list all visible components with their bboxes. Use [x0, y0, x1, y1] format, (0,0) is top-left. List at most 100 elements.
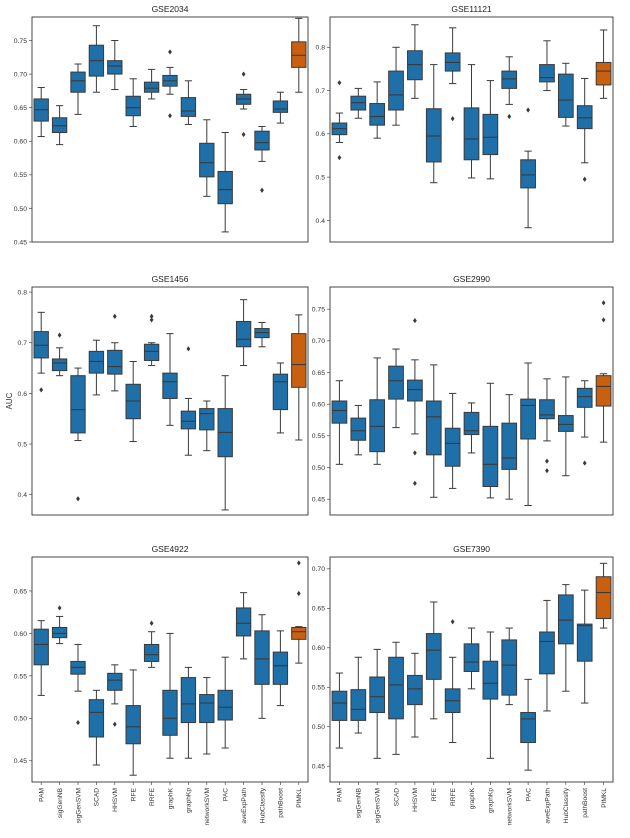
box-PAM	[33, 311, 49, 393]
x-tick-label: PAM	[337, 788, 344, 802]
box-iqr	[331, 690, 348, 721]
box-aveExpPath	[539, 599, 555, 712]
x-tick-label: HubClassify	[259, 787, 266, 823]
box-sigGenSVM	[70, 63, 86, 115]
box-aveExpPath	[539, 378, 555, 474]
x-tick-label: PAC	[525, 788, 532, 801]
box-iqr	[70, 71, 86, 93]
box-graphKp	[482, 382, 499, 499]
y-tick-label: 0.55	[14, 673, 27, 680]
box-RRFE	[444, 619, 461, 744]
box-iqr	[51, 626, 68, 639]
box-RRFE	[143, 313, 160, 367]
box-iqr	[425, 633, 442, 680]
box-iqr	[557, 415, 574, 432]
outlier-point	[149, 313, 154, 319]
box-PIMKL	[595, 562, 612, 629]
box-iqr	[482, 425, 499, 488]
box-HubClassify	[557, 584, 574, 692]
x-tick-label: sigGenNB	[356, 787, 363, 818]
box-SCAD	[88, 25, 105, 93]
box-iqr	[463, 107, 480, 161]
box-aveExpPath	[235, 592, 252, 660]
x-tick-label: RFE	[431, 787, 438, 801]
box-iqr	[33, 628, 49, 666]
outlier-point	[168, 113, 172, 119]
box-graphK	[162, 333, 178, 426]
box-graphKp	[482, 631, 499, 759]
box-iqr	[217, 170, 233, 205]
x-tick-label: sigGenSVM	[374, 788, 381, 823]
box-pathBoost	[576, 380, 593, 466]
box-PAM	[331, 672, 348, 749]
y-tick-label: 0.70	[312, 566, 325, 573]
y-tick-label: 0.75	[312, 307, 325, 314]
box-iqr	[369, 399, 386, 453]
panel-GSE2990: GSE2990 0.45 0.50 0.55 0.60 0.65 0.70 0.75	[312, 274, 614, 516]
box-iqr	[595, 576, 612, 620]
panel-title: GSE4922	[152, 544, 189, 554]
box-PIMKL	[291, 560, 307, 664]
outlier-point	[186, 346, 191, 352]
panel-title: GSE2990	[453, 274, 490, 284]
y-tick-label: 0.60	[14, 631, 27, 638]
box-iqr	[143, 343, 160, 361]
box-RFE	[125, 360, 141, 443]
y-tick-label: 0.8	[18, 289, 28, 296]
box-HHSVM	[407, 652, 423, 738]
outlier-point	[450, 116, 455, 122]
box-iqr	[162, 689, 178, 736]
y-tick-label: 0.75	[14, 38, 27, 45]
box-iqr	[407, 50, 423, 81]
x-tick-label: graphKp	[488, 788, 495, 813]
box-iqr	[107, 672, 123, 691]
x-tick-label: sigGenNB	[57, 787, 64, 818]
x-tick-label: networkSVM	[204, 788, 211, 825]
outlier-point	[582, 460, 587, 466]
box-PIMKL	[291, 314, 307, 441]
box-iqr	[388, 656, 404, 720]
box-PIMKL	[291, 17, 307, 93]
y-tick-label: 0.45	[312, 764, 325, 771]
box-PIMKL	[595, 300, 612, 443]
box-iqr	[143, 643, 160, 662]
y-tick-label: 0.50	[14, 716, 27, 723]
outlier-point	[76, 496, 80, 502]
box-RRFE	[143, 620, 160, 668]
outlier-point	[526, 107, 530, 113]
y-tick-label: 0.55	[312, 433, 325, 440]
box-HHSVM	[407, 24, 423, 99]
x-tick-label: aveExpPath	[544, 788, 551, 824]
box-iqr	[107, 349, 123, 375]
y-tick-label: 0.6	[18, 391, 28, 398]
box-iqr	[482, 113, 499, 156]
box-PAM	[331, 380, 348, 465]
box-HHSVM	[107, 313, 123, 392]
y-tick-label: 0.7	[18, 340, 28, 347]
outlier-point	[112, 313, 117, 319]
y-tick-label: 0.60	[14, 139, 27, 146]
y-tick-label: 0.4	[18, 492, 28, 499]
outlier-point	[241, 71, 246, 77]
plot-frame	[329, 286, 614, 516]
x-tick-label: HHSVM	[412, 788, 419, 812]
box-iqr	[272, 651, 289, 685]
box-graphK	[162, 49, 178, 119]
panel-title: GSE1456	[152, 274, 189, 284]
box-iqr	[235, 607, 252, 637]
box-RFE	[425, 364, 442, 498]
box-RFE	[425, 64, 442, 184]
y-tick-label: 0.45	[312, 497, 325, 504]
box-networkSVM	[501, 56, 518, 120]
box-graphK	[162, 632, 178, 759]
box-networkSVM	[501, 627, 518, 706]
y-tick-label: 0.65	[14, 105, 27, 112]
box-graphKp	[180, 346, 197, 456]
box-networkSVM	[199, 119, 215, 197]
y-tick-label: 0.50	[312, 465, 325, 472]
x-tick-label: graphK	[469, 787, 476, 809]
outlier-point	[545, 468, 549, 474]
x-tick-label: graphK	[167, 787, 174, 809]
box-sigGenSVM	[70, 643, 86, 726]
box-PIMKL	[595, 29, 612, 99]
